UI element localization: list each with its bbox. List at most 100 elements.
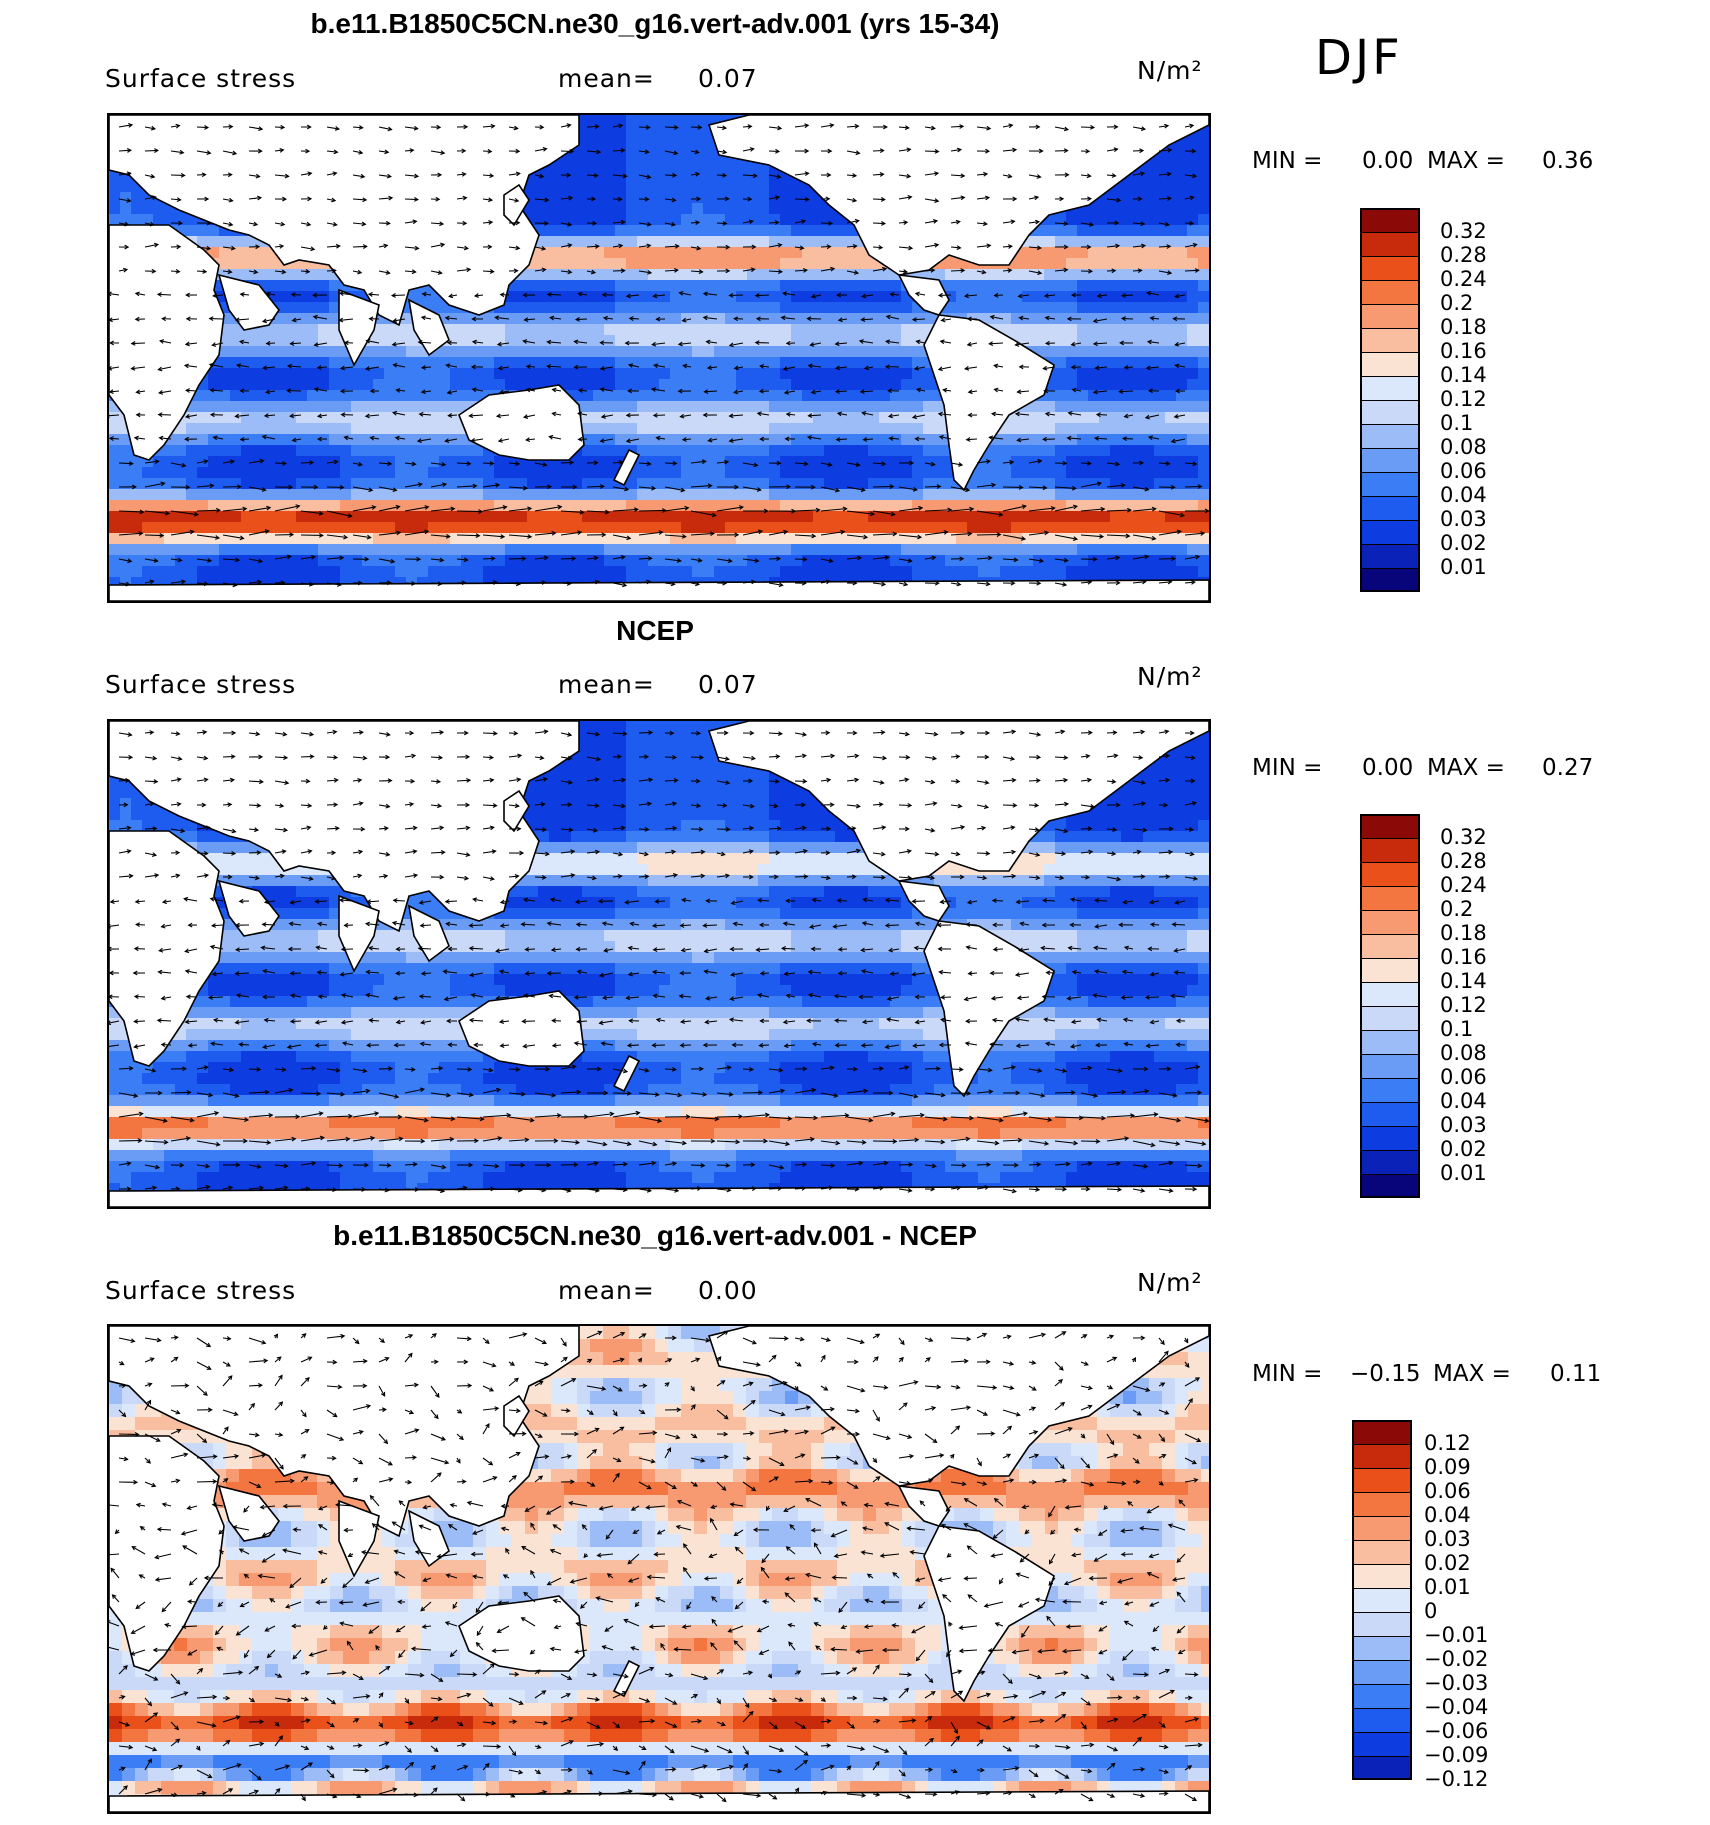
colorbar-swatch xyxy=(1360,280,1420,304)
colorbar-swatch xyxy=(1360,544,1420,568)
colorbar-label: −0.12 xyxy=(1424,1767,1489,1791)
colorbar-swatch xyxy=(1360,910,1420,934)
colorbar-swatch xyxy=(1360,838,1420,862)
colorbar-swatch xyxy=(1360,814,1420,838)
panel-2-title: NCEP xyxy=(616,615,694,646)
panel-2-variable: Surface stress xyxy=(105,670,297,699)
colorbar-label: 0.04 xyxy=(1424,1503,1471,1527)
panel-3-map-plot xyxy=(109,1326,1209,1812)
season-label: DJF xyxy=(1315,30,1403,86)
panel-3-map xyxy=(107,1324,1211,1814)
colorbar-swatch xyxy=(1352,1420,1412,1444)
colorbar-swatch xyxy=(1360,886,1420,910)
colorbar-label: 0.06 xyxy=(1440,459,1487,483)
colorbar-label: 0.12 xyxy=(1424,1431,1471,1455)
colorbar-label: 0.28 xyxy=(1440,849,1487,873)
colorbar-label: −0.06 xyxy=(1424,1719,1489,1743)
panel-3-title: b.e11.B1850C5CN.ne30_g16.vert-adv.001 - … xyxy=(333,1220,977,1251)
colorbar-swatch xyxy=(1360,1030,1420,1054)
colorbar-label: 0.32 xyxy=(1440,219,1487,243)
colorbar-swatch xyxy=(1352,1588,1412,1612)
colorbar-label: 0.01 xyxy=(1440,555,1487,579)
colorbar-label: 0.1 xyxy=(1440,411,1474,435)
colorbar-swatch xyxy=(1352,1444,1412,1468)
colorbar-label: 0.1 xyxy=(1440,1017,1474,1041)
panel-1-min-label: MIN = xyxy=(1252,148,1323,174)
colorbar-label: −0.02 xyxy=(1424,1647,1489,1671)
colorbar-label: 0.16 xyxy=(1440,945,1487,969)
colorbar-swatch xyxy=(1352,1708,1412,1732)
colorbar-swatch xyxy=(1360,352,1420,376)
colorbar-swatch xyxy=(1352,1756,1412,1780)
panel-1-max-value: 0.36 xyxy=(1542,148,1594,174)
colorbar-swatch xyxy=(1360,520,1420,544)
panel-1-variable: Surface stress xyxy=(105,64,297,93)
colorbar-label: 0 xyxy=(1424,1599,1438,1623)
panel-2-mean-value: 0.07 xyxy=(698,670,758,699)
colorbar-label: 0.24 xyxy=(1440,873,1487,897)
colorbar-label: 0.14 xyxy=(1440,969,1487,993)
colorbar-swatch xyxy=(1352,1660,1412,1684)
colorbar-label: 0.08 xyxy=(1440,1041,1487,1065)
colorbar-swatch xyxy=(1360,424,1420,448)
panel-2-min-label: MIN = xyxy=(1252,755,1323,781)
colorbar-swatch xyxy=(1352,1732,1412,1756)
colorbar-label: 0.03 xyxy=(1440,1113,1487,1137)
colorbar-label: 0.06 xyxy=(1424,1479,1471,1503)
colorbar-label: 0.01 xyxy=(1440,1161,1487,1185)
colorbar-swatch xyxy=(1360,958,1420,982)
panel-1-title: b.e11.B1850C5CN.ne30_g16.vert-adv.001 (y… xyxy=(310,8,1000,39)
colorbar-swatch xyxy=(1352,1516,1412,1540)
panel-3-mean-value: 0.00 xyxy=(698,1276,758,1305)
colorbar-swatch xyxy=(1352,1492,1412,1516)
panel-2-map xyxy=(107,719,1211,1209)
panel-3-units: N/m² xyxy=(1137,1268,1203,1297)
panel-1-min-value: 0.00 xyxy=(1362,148,1414,174)
colorbar-swatch xyxy=(1360,1102,1420,1126)
colorbar-swatch xyxy=(1360,1054,1420,1078)
colorbar-swatch xyxy=(1352,1636,1412,1660)
colorbar-swatch xyxy=(1360,1078,1420,1102)
colorbar-label: 0.02 xyxy=(1440,531,1487,555)
panel-2-min-value: 0.00 xyxy=(1362,755,1414,781)
panel-2-mean-label: mean= xyxy=(558,670,655,699)
colorbar-swatch xyxy=(1360,1006,1420,1030)
colorbar-swatch xyxy=(1360,934,1420,958)
panel-1-map xyxy=(107,113,1211,603)
panel-1-mean-label: mean= xyxy=(558,64,655,93)
colorbar-label: 0.24 xyxy=(1440,267,1487,291)
colorbar-label: 0.12 xyxy=(1440,993,1487,1017)
panel-2-units: N/m² xyxy=(1137,662,1203,691)
colorbar-label: −0.04 xyxy=(1424,1695,1489,1719)
colorbar-swatch xyxy=(1360,232,1420,256)
colorbar-label: 0.16 xyxy=(1440,339,1487,363)
colorbar-label: 0.01 xyxy=(1424,1575,1471,1599)
panel-1-map-plot xyxy=(109,115,1209,601)
colorbar-label: −0.03 xyxy=(1424,1671,1489,1695)
panel-2-map-plot xyxy=(109,721,1209,1207)
colorbar-label: 0.18 xyxy=(1440,921,1487,945)
colorbar-swatch xyxy=(1360,304,1420,328)
colorbar-label: 0.09 xyxy=(1424,1455,1471,1479)
colorbar-swatch xyxy=(1352,1564,1412,1588)
panel-3-max-value: 0.11 xyxy=(1550,1361,1602,1387)
colorbar-swatch xyxy=(1360,256,1420,280)
colorbar-label: 0.02 xyxy=(1424,1551,1471,1575)
stress-vectors xyxy=(109,122,1209,588)
colorbar-swatch xyxy=(1352,1612,1412,1636)
colorbar-swatch xyxy=(1360,400,1420,424)
colorbar-label: 0.2 xyxy=(1440,291,1474,315)
colorbar-swatch xyxy=(1360,1174,1420,1198)
panel-3-max-label: MAX = xyxy=(1433,1361,1511,1387)
colorbar-label: −0.09 xyxy=(1424,1743,1489,1767)
colorbar-swatch xyxy=(1360,328,1420,352)
stress-vectors xyxy=(109,1330,1203,1803)
colorbar-swatch xyxy=(1352,1468,1412,1492)
colorbar-swatch xyxy=(1360,1126,1420,1150)
colorbar-swatch xyxy=(1352,1684,1412,1708)
panel-2-max-value: 0.27 xyxy=(1542,755,1594,781)
colorbar-swatch xyxy=(1360,982,1420,1006)
colorbar-label: 0.04 xyxy=(1440,1089,1487,1113)
colorbar-swatch xyxy=(1360,496,1420,520)
panel-3-min-label: MIN = xyxy=(1252,1361,1323,1387)
